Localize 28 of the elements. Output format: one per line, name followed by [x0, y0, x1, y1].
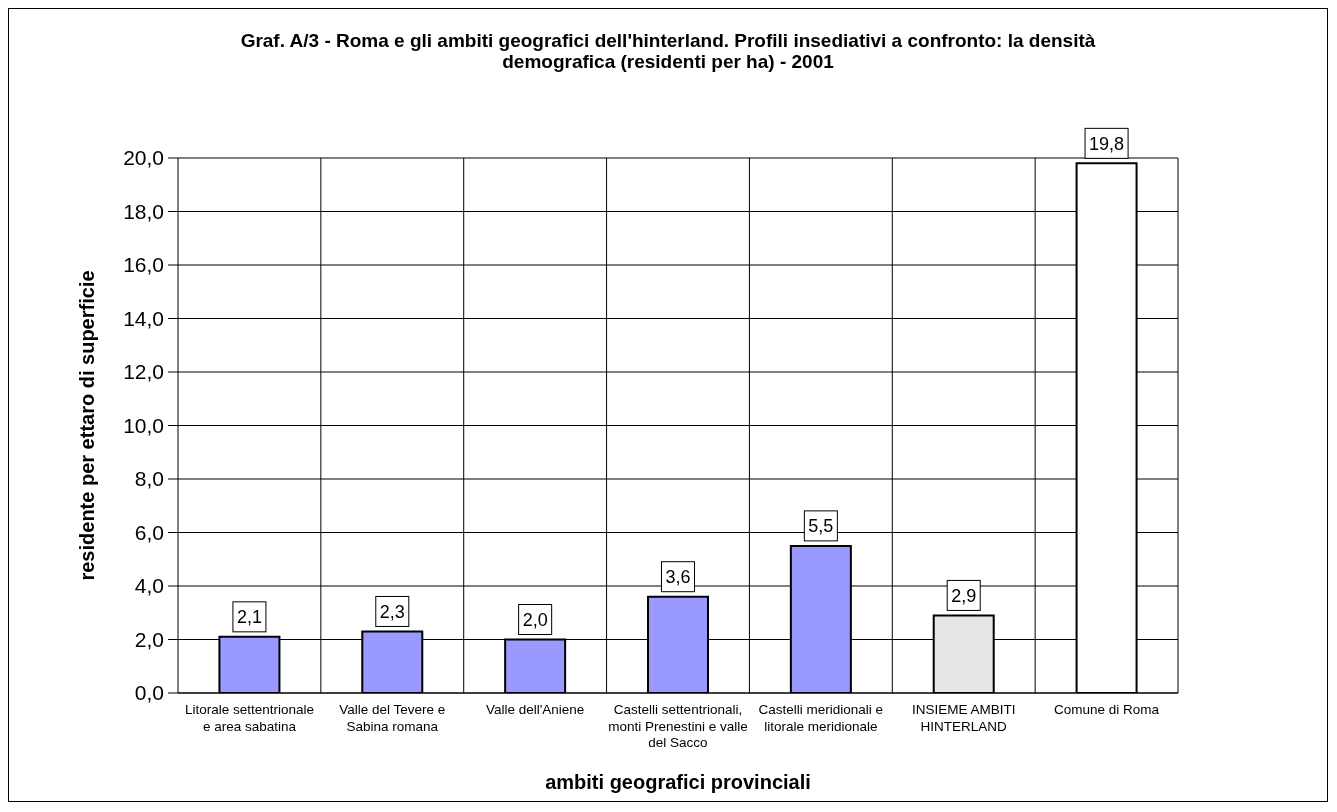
data-label: 2,9	[951, 585, 977, 606]
y-axis-title: residente per ettaro di superficie	[76, 270, 98, 581]
data-label: 19,8	[1089, 133, 1125, 154]
x-axis-title: ambiti geografici provinciali	[545, 771, 811, 793]
data-label: 2,0	[522, 610, 548, 630]
data-label: 3,6	[665, 567, 691, 588]
x-tick-label: Valle del Tevere e Sabina romana	[339, 702, 446, 734]
data-label: 5,5	[808, 516, 834, 537]
x-tick-label: Castelli meridionali e litorale meridionale	[758, 702, 884, 734]
y-tick-label: 18,0	[123, 199, 164, 223]
x-tick-label: Litorale settentrionale e area sabatina	[184, 702, 314, 734]
y-tick-label: 14,0	[123, 306, 164, 330]
y-tick-label: 16,0	[123, 253, 164, 277]
x-tick-label: INSIEME AMBITI HINTERLAND	[911, 702, 1016, 734]
y-tick-label: 0,0	[134, 681, 164, 705]
y-tick-label: 12,0	[123, 360, 164, 384]
y-tick-label: 2,0	[134, 627, 164, 651]
data-label: 2,1	[236, 607, 262, 628]
y-tick-label: 20,0	[123, 146, 164, 170]
y-tick-label: 4,0	[134, 574, 164, 598]
chart-title: Graf. A/3 - Roma e gli ambiti geografici dell'hinterland. Profili insediativi a confronto: la densità demografica (residenti per ha) - 2001	[239, 30, 1097, 72]
y-tick-label: 8,0	[134, 467, 164, 491]
y-tick-label: 10,0	[123, 413, 164, 437]
y-tick-label: 6,0	[134, 520, 164, 544]
x-tick-label: Comune di Roma	[1054, 702, 1160, 717]
x-tick-label: Castelli settentrionali, monti Prenestini e valle del Sacco	[608, 702, 748, 750]
data-label: 2,3	[379, 601, 405, 622]
x-tick-label: Valle dell'Aniene	[485, 702, 585, 717]
